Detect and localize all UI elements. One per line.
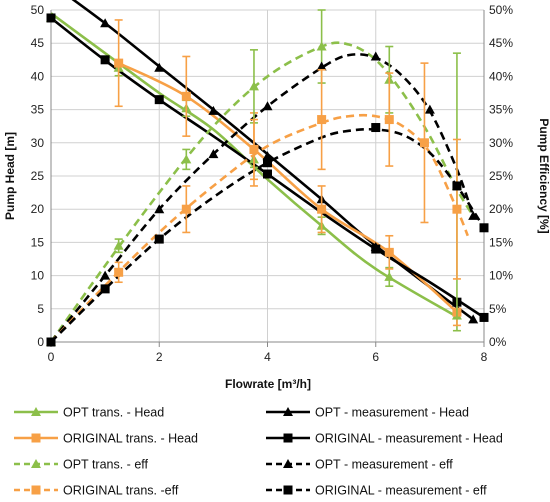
legend-marker-original-trans-eff (31, 485, 41, 495)
data-point-original-measurement-head (479, 312, 489, 322)
x-tick-label: 4 (264, 350, 271, 364)
data-point-opt-measurement-eff (468, 210, 479, 220)
legend-label-opt-measurement-eff: OPT - measurement - eff (315, 458, 453, 472)
y-tick-label: 45 (31, 36, 45, 50)
data-point-opt-trans-head (384, 271, 395, 281)
x-tick-label: 2 (156, 350, 163, 364)
data-point-original-measurement-head (371, 244, 381, 254)
data-point-opt-trans-eff (248, 81, 259, 91)
y2-tick-label: 5% (489, 302, 507, 316)
data-point-opt-trans-eff (181, 154, 192, 164)
axis-layer (50, 10, 485, 347)
data-point-original-measurement-eff (452, 181, 462, 191)
data-point-opt-measurement-head (468, 314, 479, 324)
data-point-opt-measurement-eff (424, 104, 435, 114)
legend-marker-original-measurement-head (283, 433, 293, 443)
data-point-original-measurement-head (263, 169, 272, 179)
y2-tick-label: 10% (489, 269, 513, 283)
series-line-original-measurement-eff (50, 127, 486, 343)
y-tick-label: 15 (31, 235, 45, 249)
y2-tick-label: 15% (489, 235, 513, 249)
legend-label-original-measurement-head: ORIGINAL - measurement - Head (315, 432, 503, 446)
data-point-opt-measurement-eff (100, 270, 111, 280)
y-tick-label: 50 (31, 3, 45, 17)
legend-label-opt-trans-eff: OPT trans. - eff (63, 458, 149, 472)
legend-marker-opt-measurement-eff (283, 459, 293, 468)
y-tick-label: 10 (31, 269, 45, 283)
legend-label-opt-trans-head: OPT trans. - Head (63, 406, 164, 420)
y2-tick-label: 40% (489, 69, 513, 83)
legend-marker-opt-trans-head (31, 407, 41, 416)
legend-label-original-trans-eff: ORIGINAL trans. -eff (63, 484, 179, 498)
data-point-original-measurement-eff (479, 223, 489, 233)
y2-tick-label: 0% (489, 335, 507, 349)
legend-marker-opt-trans-eff (31, 459, 41, 468)
y-tick-label: 25 (31, 169, 45, 183)
y2-tick-label: 30% (489, 136, 513, 150)
data-point-original-trans-eff (419, 138, 429, 148)
data-point-original-measurement-head (100, 55, 110, 65)
legend-label-original-trans-head: ORIGINAL trans. - Head (63, 432, 198, 446)
data-point-original-measurement-head (46, 13, 56, 23)
y2-tick-label: 45% (489, 36, 513, 50)
data-point-opt-measurement-eff (316, 61, 327, 71)
data-point-original-trans-head (181, 91, 191, 101)
data-point-opt-measurement-eff (208, 149, 219, 159)
y2-tick-label: 25% (489, 169, 513, 183)
legend: OPT trans. - Head OPT - measurement - Hea… (14, 406, 503, 498)
data-point-opt-measurement-eff (262, 101, 273, 111)
y2-axis-title: Pump Efficiency [%] (537, 118, 550, 233)
marker-layer (46, 9, 489, 347)
x-tick-label: 0 (48, 350, 55, 364)
y2-tick-label: 20% (489, 202, 513, 216)
data-point-opt-measurement-head (262, 151, 273, 161)
data-point-opt-trans-eff (113, 240, 124, 250)
data-point-original-measurement-eff (154, 234, 164, 244)
data-point-original-measurement-eff (371, 123, 381, 133)
data-point-opt-trans-eff (316, 41, 327, 51)
data-point-original-measurement-head (154, 95, 164, 105)
y-tick-label: 5 (37, 302, 44, 316)
data-point-opt-measurement-eff (154, 204, 165, 214)
data-point-opt-measurement-eff (370, 51, 381, 61)
x-tick-label: 8 (481, 350, 488, 364)
x-tick-label: 6 (372, 350, 379, 364)
data-point-original-trans-head (317, 204, 327, 214)
y-tick-label: 40 (31, 69, 45, 83)
data-point-opt-measurement-head (154, 62, 165, 72)
data-point-original-trans-eff (317, 115, 327, 125)
y-tick-label: 0 (37, 335, 44, 349)
y2-tick-label: 50% (489, 3, 513, 17)
data-point-opt-measurement-head (208, 105, 219, 115)
data-point-original-measurement-eff (46, 337, 56, 347)
legend-label-opt-measurement-head: OPT - measurement - Head (315, 406, 469, 420)
y-axis-title: Pump Head [m] (3, 132, 17, 220)
legend-label-original-measurement-eff: ORIGINAL - measurement - eff (315, 484, 487, 498)
data-point-original-trans-eff (249, 144, 259, 154)
y2-tick-label: 35% (489, 103, 513, 117)
data-point-original-trans-eff (452, 204, 462, 214)
data-point-opt-measurement-head (100, 18, 111, 28)
data-point-original-measurement-eff (100, 284, 110, 294)
legend-marker-original-measurement-eff (283, 485, 293, 495)
x-axis-title: Flowrate [m³/h] (225, 377, 311, 391)
series-line-opt-measurement-eff (49, 53, 475, 343)
series-line-opt-trans-eff (49, 41, 475, 343)
y-tick-label: 35 (31, 103, 45, 117)
tick-label-layer: 0 0%5 5%10 10%15 15%20 20%25 25%30 30%35 35%40 40… (31, 3, 514, 364)
legend-marker-opt-measurement-head (283, 407, 293, 416)
series-line-original-trans-eff (50, 113, 469, 343)
data-point-original-measurement-eff (263, 158, 272, 168)
data-point-original-trans-head (114, 58, 124, 68)
legend-marker-original-trans-head (31, 433, 41, 443)
data-point-original-trans-head (384, 247, 394, 257)
y-tick-label: 30 (31, 136, 45, 150)
data-point-original-trans-eff (181, 204, 191, 214)
y-tick-label: 20 (31, 202, 45, 216)
data-point-original-trans-eff (384, 115, 394, 125)
data-point-original-trans-eff (114, 267, 124, 277)
